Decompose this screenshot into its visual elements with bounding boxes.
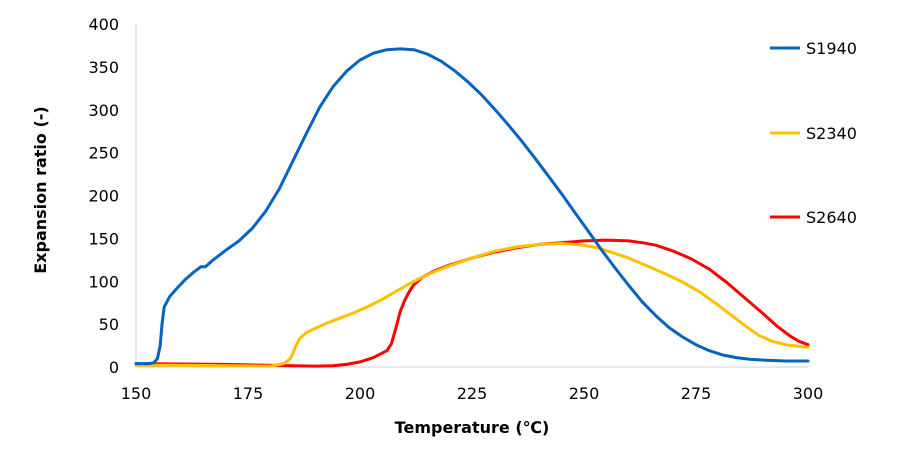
- y-tick-label: 100: [88, 272, 119, 291]
- x-tick-label: 150: [121, 384, 152, 403]
- y-tick-label: 400: [88, 15, 119, 34]
- y-tick-label: 250: [88, 144, 119, 163]
- y-tick-label: 200: [88, 187, 119, 206]
- y-tick-labels: 0 50 100 150 200 250 300 350 400: [88, 15, 119, 377]
- series-line-s1940: [134, 47, 810, 366]
- x-tick-label: 275: [681, 384, 712, 403]
- x-axis-title: Temperature (℃): [395, 418, 550, 437]
- series-lines: [134, 47, 810, 368]
- y-tick-label: 350: [88, 58, 119, 77]
- x-tick-label: 250: [569, 384, 600, 403]
- x-tick-label: 200: [345, 384, 376, 403]
- legend-label-s2640: S2640: [806, 208, 857, 227]
- y-axis-title: Expansion ratio (-): [31, 106, 50, 274]
- y-tick-label: 300: [88, 101, 119, 120]
- x-tick-label: 175: [233, 384, 264, 403]
- y-tick-label: 150: [88, 229, 119, 248]
- y-tick-label: 0: [109, 358, 119, 377]
- legend-label-s2340: S2340: [806, 124, 857, 143]
- x-tick-labels: 150 175 200 225 250 275 300: [121, 384, 824, 403]
- y-tick-label: 50: [99, 315, 119, 334]
- x-tick-label: 225: [457, 384, 488, 403]
- series-line-s2340: [134, 242, 810, 368]
- legend: S1940 S2340 S2640: [770, 39, 857, 227]
- legend-label-s1940: S1940: [806, 39, 857, 58]
- x-tick-label: 300: [793, 384, 824, 403]
